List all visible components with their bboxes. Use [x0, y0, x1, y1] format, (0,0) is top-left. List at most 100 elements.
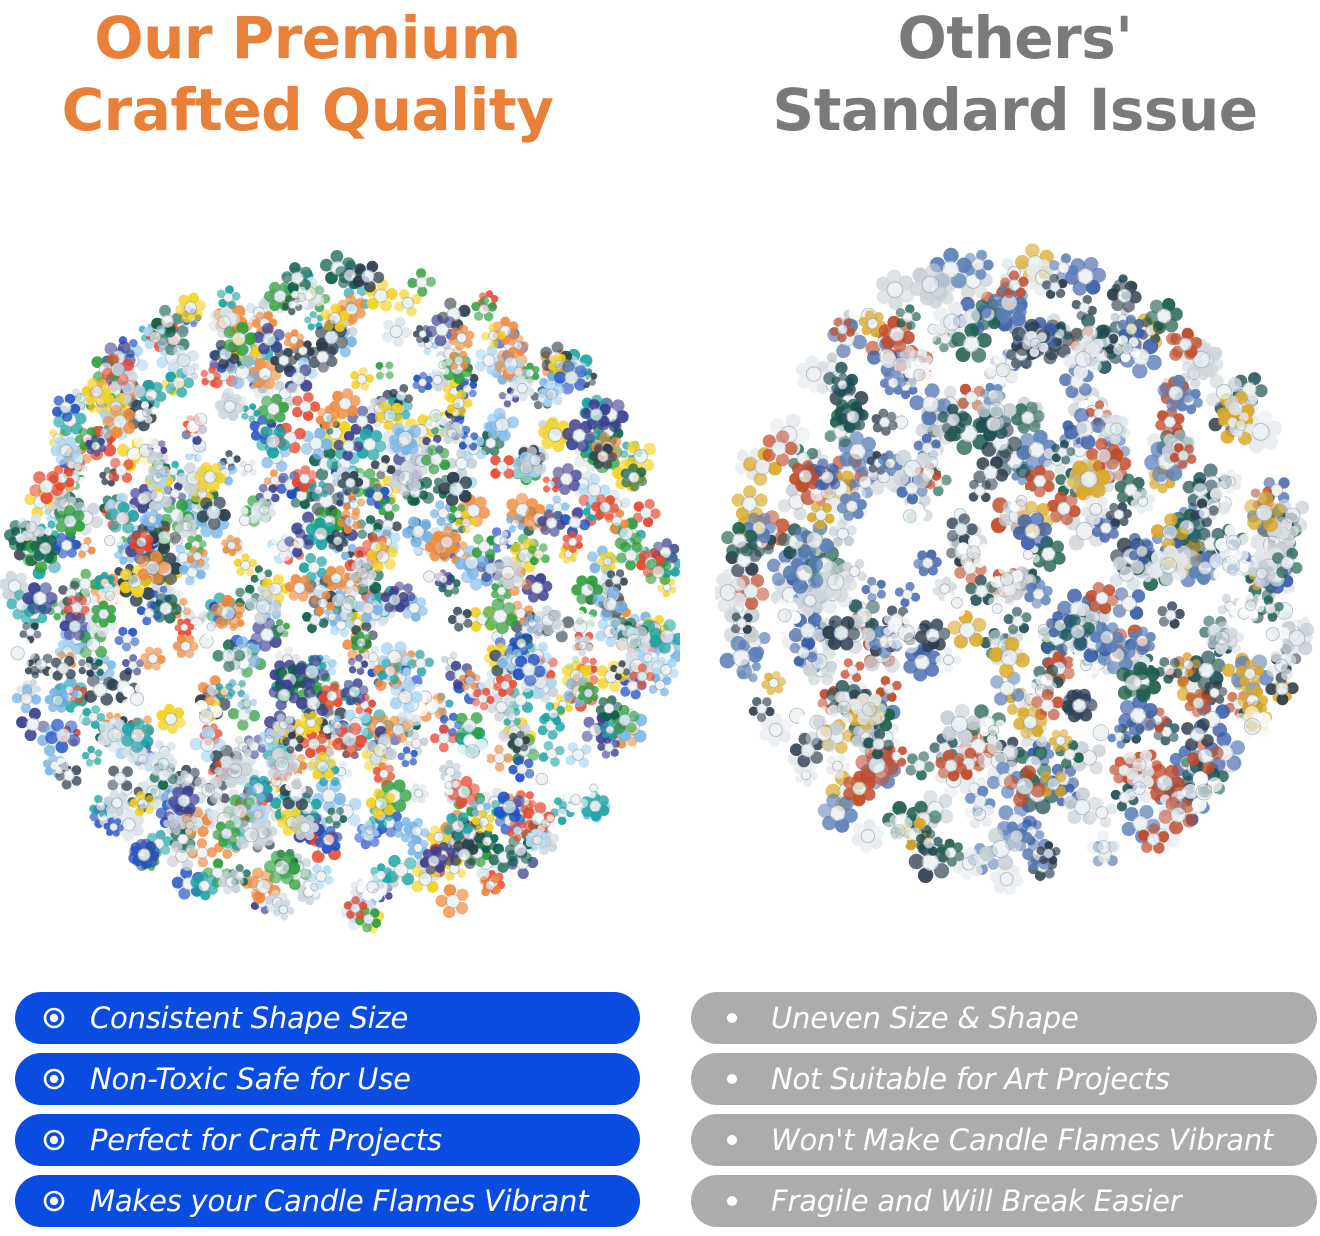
glass-flower: [1072, 741, 1106, 775]
glass-flower: [1275, 499, 1309, 533]
glass-flower: [184, 403, 217, 436]
glass-flower: [632, 498, 661, 528]
glass-flower: [291, 286, 313, 308]
glass-flower: [135, 401, 158, 424]
glass-flower: [748, 697, 775, 722]
glass-flower: [542, 476, 560, 493]
glass-flower: [825, 753, 851, 779]
dot-bullet-icon: [727, 1074, 737, 1084]
glass-flower: [103, 789, 131, 817]
title-line-2: Crafted Quality: [61, 76, 554, 144]
glass-flower: [822, 615, 860, 651]
glass-flower: [175, 292, 206, 323]
glass-flower: [283, 329, 305, 351]
glass-flower: [223, 322, 257, 356]
glass-flower: [550, 800, 575, 825]
glass-flower: [616, 625, 651, 659]
glass-flower: [237, 693, 258, 714]
glass-flower: [1110, 783, 1139, 812]
glass-flower: [102, 405, 136, 439]
glass-flower: [620, 463, 648, 492]
glass-flower: [397, 746, 418, 768]
glass-flower: [146, 453, 170, 477]
glass-flower: [1184, 688, 1213, 718]
glass-flower: [103, 817, 124, 837]
glass-flower: [343, 896, 368, 919]
glass-flower: [840, 658, 865, 683]
glass-flower: [782, 552, 824, 594]
glass-flower: [577, 473, 611, 507]
glass-flower: [337, 509, 361, 534]
glass-flower: [448, 324, 475, 351]
glass-flower: [1107, 724, 1132, 749]
radio-bullet-icon: [43, 1007, 65, 1029]
glass-flower: [1086, 438, 1121, 473]
glass-flower: [282, 731, 304, 754]
glass-flower: [893, 449, 932, 489]
glass-flower: [610, 660, 631, 681]
glass-flower: [98, 583, 122, 608]
glass-flower: [508, 756, 535, 783]
glass-flower: [876, 269, 914, 310]
glass-flower: [455, 712, 484, 740]
glass-flower: [168, 785, 200, 816]
glass-flower: [536, 814, 555, 833]
glass-flower: [560, 507, 591, 538]
glass-flower: [1187, 650, 1226, 691]
glass-flower: [129, 435, 162, 468]
glass-flower: [957, 383, 985, 411]
glass-flower: [389, 422, 422, 455]
glass-flower: [789, 460, 822, 493]
glass-flower: [1090, 622, 1124, 653]
glass-flower: [471, 296, 497, 322]
glass-flower: [721, 522, 758, 558]
glass-flower: [881, 814, 916, 849]
glass-flower: [1071, 294, 1097, 321]
glass-flower: [1157, 374, 1195, 412]
glass-flower: [1169, 443, 1197, 470]
glass-flower: [231, 506, 259, 535]
feature-label: Consistent Shape Size: [90, 1001, 409, 1035]
glass-flower: [91, 600, 117, 628]
glass-flower: [493, 791, 525, 823]
glass-flower: [320, 303, 350, 332]
glass-flower: [225, 355, 260, 390]
glass-flower: [762, 430, 798, 467]
glass-flower: [538, 380, 564, 407]
glass-flower: [916, 829, 943, 856]
glass-flower: [375, 361, 394, 380]
glass-flower: [843, 770, 876, 807]
glass-flower: [538, 740, 565, 767]
glass-flower: [129, 529, 154, 555]
glass-flower: [194, 462, 226, 492]
glass-flower: [52, 532, 81, 559]
glass-flower: [1266, 650, 1297, 681]
issue-pill: Not Suitable for Art Projects: [691, 1053, 1317, 1105]
glass-flower: [1233, 706, 1272, 748]
glass-flower: [471, 534, 497, 560]
glass-flower: [311, 591, 336, 616]
glass-flower: [307, 863, 334, 890]
glass-flower: [366, 540, 398, 572]
glass-flower: [167, 841, 197, 871]
glass-flower: [940, 703, 981, 745]
glass-flower: [913, 549, 942, 577]
radio-bullet-icon: [43, 1190, 65, 1212]
glass-flower: [449, 350, 469, 371]
issue-label: Fragile and Will Break Easier: [771, 1184, 1182, 1218]
glass-flower: [806, 502, 835, 530]
glass-flower: [438, 471, 473, 507]
glass-flower: [1149, 545, 1188, 586]
glass-flower: [894, 581, 921, 608]
standard-issue-list: Uneven Size & Shape Not Suitable for Art…: [691, 992, 1317, 1236]
glass-flower: [246, 803, 269, 826]
radio-bullet-icon: [43, 1129, 65, 1151]
glass-flower: [719, 636, 764, 680]
title-line-2: Standard Issue: [772, 76, 1258, 144]
premium-quality-title: Our Premium Crafted Quality: [0, 2, 615, 146]
glass-flower: [285, 772, 308, 796]
glass-flower: [365, 788, 396, 819]
glass-flower: [347, 654, 369, 675]
feature-pill: Makes your Candle Flames Vibrant: [15, 1175, 640, 1227]
glass-flower: [827, 691, 861, 724]
